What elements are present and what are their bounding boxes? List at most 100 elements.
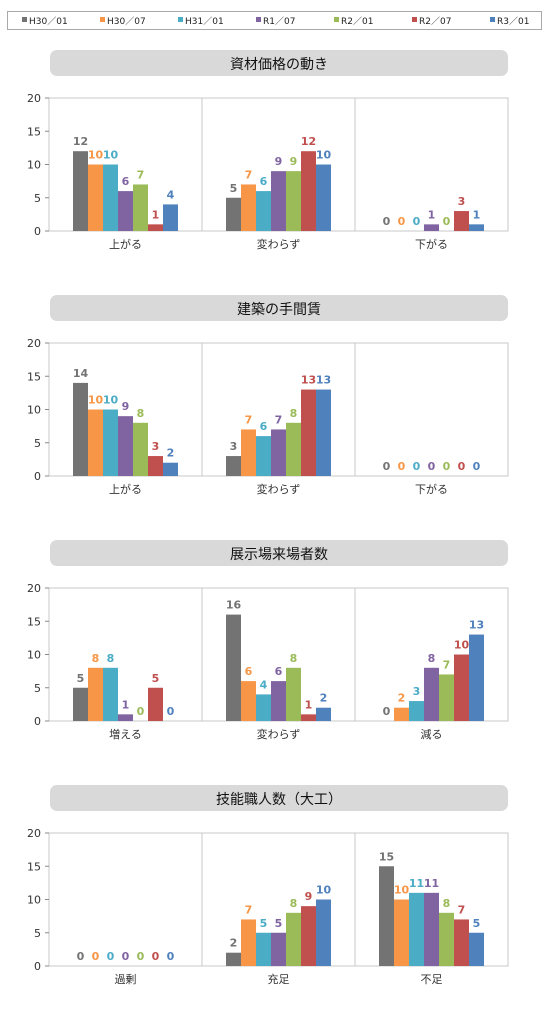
y-tick-label: 15 [27, 125, 41, 138]
category-label: 増える [109, 728, 142, 741]
y-tick-label: 20 [27, 92, 41, 105]
bar [271, 429, 286, 476]
legend-label: R2／07 [419, 16, 451, 27]
legend-swatch [490, 17, 495, 22]
data-label: 0 [443, 215, 451, 228]
legend-label: H30／01 [29, 16, 68, 27]
chart-title-box: 資材価格の動き [50, 50, 508, 76]
bar [301, 389, 316, 476]
data-label: 0 [137, 950, 145, 963]
category-label: 上がる [109, 237, 142, 251]
bar [439, 912, 454, 966]
data-label: 7 [245, 903, 253, 916]
legend-swatch [22, 17, 27, 22]
category-label: 過剰 [115, 973, 137, 986]
bar [394, 899, 409, 966]
bar [256, 436, 271, 476]
legend-entry: R2／01 [334, 16, 373, 27]
y-tick-label: 10 [27, 894, 41, 907]
bar [454, 919, 469, 966]
data-label: 5 [275, 917, 283, 930]
category-label: 充足 [268, 972, 290, 986]
bar [379, 866, 394, 966]
data-label: 0 [167, 950, 175, 963]
data-label: 0 [413, 460, 421, 473]
bar [469, 224, 484, 231]
data-label: 9 [290, 155, 298, 168]
data-label: 4 [260, 678, 268, 691]
bar [73, 382, 88, 476]
data-label: 0 [152, 950, 160, 963]
bar [271, 171, 286, 231]
category-label: 減る [421, 727, 443, 741]
data-label: 9 [275, 155, 283, 168]
bar [271, 681, 286, 721]
legend-swatch [334, 17, 339, 22]
bar [316, 899, 331, 966]
data-label: 9 [305, 890, 313, 903]
data-label: 3 [458, 195, 466, 208]
y-tick-label: 0 [34, 470, 41, 483]
legend-swatch [100, 17, 105, 22]
data-label: 0 [398, 215, 406, 228]
y-tick-label: 20 [27, 337, 41, 350]
y-tick-label: 15 [27, 860, 41, 873]
bar [286, 171, 301, 231]
bar [73, 687, 88, 721]
y-tick-label: 0 [34, 960, 41, 973]
data-label: 2 [320, 692, 328, 705]
data-label: 0 [398, 460, 406, 473]
data-label: 7 [137, 168, 145, 181]
data-label: 6 [122, 175, 130, 188]
bar [271, 932, 286, 966]
chart-carpenters: 0 5 10 15 20 0 0 0 0 0 0 0 過剰 2 7 5 5 8 9 10 充足 15 10 11 11 8 7 5 不足… [0, 783, 554, 1028]
chart-labor-cost: 0 5 10 15 20 14 10 10 9 8 3 2 上がる 3 7 6 7 8 13 13 変わらず 0 0 0 0 0 0… [0, 293, 554, 538]
bar [454, 211, 469, 231]
bar [226, 456, 241, 476]
data-label: 6 [260, 420, 268, 433]
data-label: 10 [454, 639, 470, 652]
bar [286, 912, 301, 966]
data-label: 1 [428, 208, 436, 221]
data-label: 14 [73, 367, 89, 380]
data-label: 6 [260, 175, 268, 188]
data-label: 7 [245, 168, 253, 181]
data-label: 7 [245, 413, 253, 426]
data-label: 0 [443, 460, 451, 473]
bar [301, 151, 316, 231]
category-label: 上がる [109, 482, 142, 496]
data-label: 5 [473, 917, 481, 930]
data-label: 0 [92, 950, 100, 963]
bar [256, 191, 271, 231]
legend-entry: R3／01 [490, 16, 529, 27]
category-label: 不足 [421, 973, 443, 986]
legend-label: H30／07 [107, 16, 146, 27]
data-label: 3 [230, 440, 238, 453]
data-label: 15 [379, 850, 394, 863]
bar [226, 197, 241, 231]
bar [409, 892, 424, 966]
legend-entry: R1／07 [256, 16, 295, 27]
category-label: 変わらず [257, 482, 301, 496]
bar [148, 687, 163, 721]
data-label: 0 [383, 460, 391, 473]
bar [118, 191, 133, 231]
legend-label: H31／01 [185, 16, 224, 27]
data-label: 8 [107, 652, 115, 665]
chart-material-prices: 0 5 10 15 20 12 10 10 6 7 1 4 上がる 5 7 6 9 9 12 10 変わらず 0 0 0 1 0 3… [0, 48, 554, 293]
bar [73, 151, 88, 231]
data-label: 0 [167, 705, 175, 718]
legend-entry: R2／07 [412, 16, 451, 27]
data-label: 1 [152, 208, 160, 221]
legend-swatch [178, 17, 183, 22]
legend-label: R1／07 [263, 16, 295, 27]
y-tick-label: 15 [27, 615, 41, 628]
data-label: 5 [152, 672, 160, 685]
data-label: 1 [122, 698, 130, 711]
data-label: 12 [301, 135, 316, 148]
bar [148, 456, 163, 476]
data-label: 13 [316, 374, 331, 387]
bar [424, 892, 439, 966]
data-label: 10 [103, 394, 119, 407]
y-tick-label: 20 [27, 827, 41, 840]
